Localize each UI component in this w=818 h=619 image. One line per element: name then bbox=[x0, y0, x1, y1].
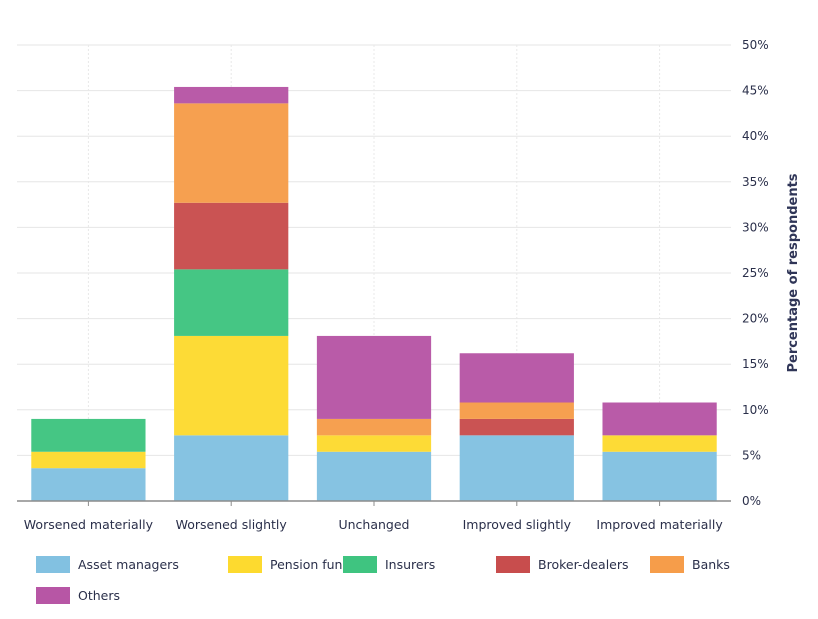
legend-item[interactable]: Asset managers bbox=[36, 556, 179, 573]
bar-segment bbox=[459, 435, 574, 501]
bar-segment bbox=[174, 202, 289, 270]
bar-segment bbox=[174, 269, 289, 336]
y-tick-label: 35% bbox=[742, 175, 769, 189]
legend-swatch bbox=[36, 556, 70, 573]
bar-segment bbox=[316, 335, 432, 419]
y-tick-label: 30% bbox=[742, 220, 769, 234]
y-tick-label: 25% bbox=[742, 266, 769, 280]
y-tick-label: 0% bbox=[742, 494, 761, 508]
legend-label: Pension funds bbox=[270, 557, 357, 572]
y-axis-title: Percentage of respondents bbox=[786, 173, 801, 372]
y-tick-label: 40% bbox=[742, 129, 769, 143]
bar-segment bbox=[174, 435, 289, 501]
legend-item[interactable]: Broker-dealers bbox=[496, 556, 629, 573]
legend-label: Banks bbox=[692, 557, 730, 572]
y-tick-label: 45% bbox=[742, 84, 769, 98]
legend-swatch bbox=[343, 556, 377, 573]
bar-segment bbox=[459, 418, 574, 436]
bar-segment bbox=[459, 353, 574, 403]
legend-label: Asset managers bbox=[78, 557, 179, 572]
bar-segment bbox=[31, 451, 146, 469]
bar-segment bbox=[31, 468, 146, 501]
legend-swatch bbox=[496, 556, 530, 573]
bar-segment bbox=[316, 435, 432, 452]
x-tick-label: Unchanged bbox=[338, 517, 409, 532]
legend-swatch bbox=[36, 587, 70, 604]
bar-segment bbox=[602, 451, 717, 501]
legend-label: Insurers bbox=[385, 557, 436, 572]
bar-segment bbox=[602, 402, 717, 436]
x-tick-labels: Worsened materially Worsened slightly Unch… bbox=[24, 517, 724, 532]
bar-segment bbox=[174, 103, 289, 203]
bar-segment bbox=[316, 418, 432, 436]
bar-segment bbox=[602, 435, 717, 452]
legend-label: Broker-dealers bbox=[538, 557, 629, 572]
y-tick-labels: 0% 5% 10% 15% 20% 25% 30% 35% 40% 45% 50% bbox=[742, 38, 769, 508]
axes bbox=[17, 500, 731, 506]
x-tick-label: Worsened materially bbox=[24, 517, 154, 532]
y-tick-label: 20% bbox=[742, 312, 769, 326]
x-tick-label: Improved materially bbox=[596, 517, 723, 532]
bar-segment bbox=[31, 418, 146, 452]
bar-segment bbox=[174, 335, 289, 436]
legend-swatch bbox=[228, 556, 262, 573]
y-tick-label: 50% bbox=[742, 38, 769, 52]
legend-item[interactable]: Banks bbox=[650, 556, 730, 573]
legend-swatch bbox=[650, 556, 684, 573]
legend-item[interactable]: Others bbox=[36, 587, 120, 604]
bar-segment bbox=[174, 86, 289, 104]
y-tick-label: 5% bbox=[742, 448, 761, 462]
legend-label: Others bbox=[78, 588, 121, 603]
bar-segment bbox=[316, 451, 432, 501]
stacked-bar-chart: 0% 5% 10% 15% 20% 25% 30% 35% 40% 45% 50% Worsened… bbox=[17, 38, 801, 532]
x-tick-label: Improved slightly bbox=[463, 517, 572, 532]
y-tick-label: 15% bbox=[742, 357, 769, 371]
bars bbox=[31, 86, 717, 501]
legend-item[interactable]: Insurers bbox=[343, 556, 435, 573]
y-tick-label: 10% bbox=[742, 403, 769, 417]
x-tick-label: Worsened slightly bbox=[176, 517, 288, 532]
legend-item[interactable]: Pension funds bbox=[228, 556, 357, 573]
bar-segment bbox=[459, 402, 574, 419]
